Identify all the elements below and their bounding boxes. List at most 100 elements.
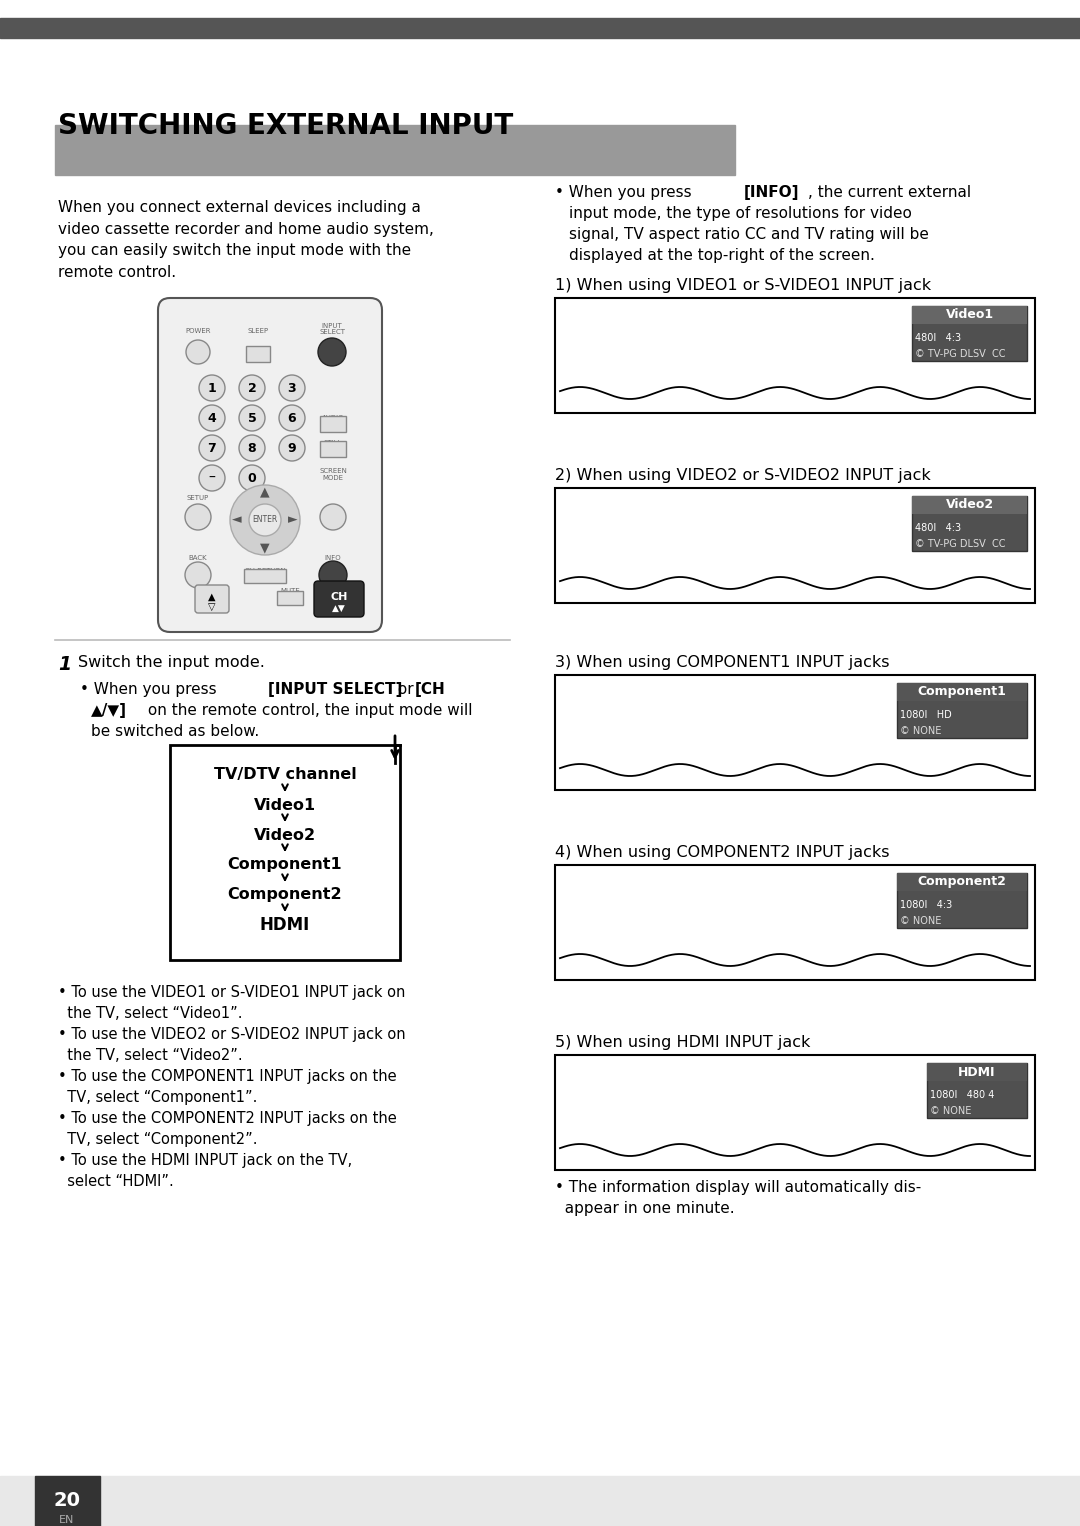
Text: INPUT
SELECT: INPUT SELECT (319, 324, 345, 336)
Circle shape (239, 404, 265, 430)
Text: ▲▼: ▲▼ (333, 603, 346, 612)
Text: © TV-PG DLSV  CC: © TV-PG DLSV CC (915, 539, 1005, 549)
Bar (0, 1476, 1080, 1526)
Circle shape (318, 337, 346, 366)
Text: 6: 6 (287, 412, 296, 424)
Circle shape (185, 504, 211, 530)
Text: ▽: ▽ (208, 601, 216, 612)
Text: 2) When using VIDEO2 or S-VIDEO2 INPUT jack: 2) When using VIDEO2 or S-VIDEO2 INPUT j… (555, 468, 931, 484)
Text: • To use the VIDEO1 or S-VIDEO1 INPUT jack on
  the TV, select “Video1”.: • To use the VIDEO1 or S-VIDEO1 INPUT ja… (58, 984, 405, 1021)
Text: , the current external: , the current external (808, 185, 971, 200)
Bar (927, 1064, 1027, 1080)
Text: BACK: BACK (189, 555, 207, 562)
Bar (170, 745, 400, 960)
Text: signal, TV aspect ratio CC and TV rating will be: signal, TV aspect ratio CC and TV rating… (569, 227, 929, 243)
Text: 3) When using COMPONENT1 INPUT jacks: 3) When using COMPONENT1 INPUT jacks (555, 655, 890, 670)
Text: 3: 3 (287, 382, 296, 395)
Text: ▼: ▼ (260, 542, 270, 554)
Text: © NONE: © NONE (900, 916, 942, 926)
Circle shape (279, 375, 305, 401)
Circle shape (320, 504, 346, 530)
Text: 9: 9 (287, 441, 296, 455)
Text: SWITCHING EXTERNAL INPUT: SWITCHING EXTERNAL INPUT (58, 111, 513, 140)
Circle shape (199, 465, 225, 491)
Circle shape (199, 404, 225, 430)
Text: 4: 4 (207, 412, 216, 424)
Text: ►: ► (288, 514, 298, 526)
Text: When you connect external devices including a
video cassette recorder and home a: When you connect external devices includ… (58, 200, 434, 279)
Bar (55, 125, 735, 175)
Circle shape (279, 404, 305, 430)
Text: input mode, the type of resolutions for video: input mode, the type of resolutions for … (569, 206, 912, 221)
Text: 1) When using VIDEO1 or S-VIDEO1 INPUT jack: 1) When using VIDEO1 or S-VIDEO1 INPUT j… (555, 278, 931, 293)
Text: Component1: Component1 (918, 685, 1007, 699)
Text: STILL: STILL (324, 439, 342, 446)
Text: AUDIO: AUDIO (322, 415, 345, 421)
Text: EN: EN (59, 1515, 75, 1524)
Text: ◄: ◄ (232, 514, 242, 526)
Text: 1080I   HD: 1080I HD (900, 710, 951, 720)
Text: be switched as below.: be switched as below. (91, 723, 259, 739)
Text: ▲: ▲ (208, 592, 216, 601)
Bar (927, 1064, 1027, 1119)
Text: © NONE: © NONE (930, 1106, 971, 1116)
Bar (320, 417, 346, 432)
Text: • To use the COMPONENT2 INPUT jacks on the
  TV, select “Component2”.: • To use the COMPONENT2 INPUT jacks on t… (58, 1111, 396, 1148)
FancyBboxPatch shape (314, 581, 364, 617)
Circle shape (199, 435, 225, 461)
Text: TV/DTV channel: TV/DTV channel (214, 768, 356, 783)
Circle shape (230, 485, 300, 555)
Text: 8: 8 (247, 441, 256, 455)
Text: Video2: Video2 (254, 827, 316, 842)
Text: on the remote control, the input mode will: on the remote control, the input mode wi… (143, 703, 473, 719)
Text: • The information display will automatically dis-
  appear in one minute.: • The information display will automatic… (555, 1180, 921, 1216)
Bar (244, 569, 286, 583)
Bar (555, 865, 1035, 980)
Bar (555, 674, 1035, 790)
Text: 5) When using HDMI INPUT jack: 5) When using HDMI INPUT jack (555, 1035, 810, 1050)
Circle shape (199, 375, 225, 401)
Text: Component2: Component2 (228, 888, 342, 902)
Text: Video1: Video1 (945, 308, 994, 322)
Bar (246, 346, 270, 362)
Text: • To use the HDMI INPUT jack on the TV,
  select “HDMI”.: • To use the HDMI INPUT jack on the TV, … (58, 1154, 352, 1189)
Text: 7: 7 (207, 441, 216, 455)
Text: Component2: Component2 (918, 876, 1007, 888)
FancyBboxPatch shape (195, 584, 229, 613)
Text: MUTE: MUTE (280, 588, 300, 594)
Bar (897, 684, 1027, 700)
Text: SCREEN
MODE: SCREEN MODE (319, 468, 347, 481)
Text: CH: CH (330, 592, 348, 601)
Text: • When you press: • When you press (555, 185, 697, 200)
Circle shape (279, 435, 305, 461)
Text: Video2: Video2 (945, 499, 994, 511)
Bar (897, 684, 1027, 739)
Bar (912, 496, 1027, 514)
Bar (0, 18, 1080, 38)
Circle shape (319, 562, 347, 589)
Bar (276, 591, 303, 604)
Text: HDMI: HDMI (260, 916, 310, 934)
Circle shape (239, 465, 265, 491)
Text: ▲: ▲ (260, 485, 270, 499)
Bar (555, 298, 1035, 414)
Bar (555, 1054, 1035, 1170)
Text: displayed at the top-right of the screen.: displayed at the top-right of the screen… (569, 249, 875, 262)
Text: CH RETURN: CH RETURN (245, 568, 285, 574)
Text: 0: 0 (247, 472, 256, 484)
Bar (897, 873, 1027, 891)
Circle shape (185, 562, 211, 588)
Text: • To use the VIDEO2 or S-VIDEO2 INPUT jack on
  the TV, select “Video2”.: • To use the VIDEO2 or S-VIDEO2 INPUT ja… (58, 1027, 406, 1064)
Circle shape (239, 375, 265, 401)
Text: 1080I   4:3: 1080I 4:3 (900, 900, 953, 909)
Text: SETUP: SETUP (187, 494, 210, 501)
Text: Component1: Component1 (228, 858, 342, 873)
FancyBboxPatch shape (158, 298, 382, 632)
Bar (897, 873, 1027, 928)
Circle shape (249, 504, 281, 536)
Text: –: – (208, 472, 215, 485)
Text: • To use the COMPONENT1 INPUT jacks on the
  TV, select “Component1”.: • To use the COMPONENT1 INPUT jacks on t… (58, 1070, 396, 1105)
Text: 5: 5 (247, 412, 256, 424)
Text: HDMI: HDMI (958, 1065, 996, 1079)
Bar (912, 307, 1027, 324)
